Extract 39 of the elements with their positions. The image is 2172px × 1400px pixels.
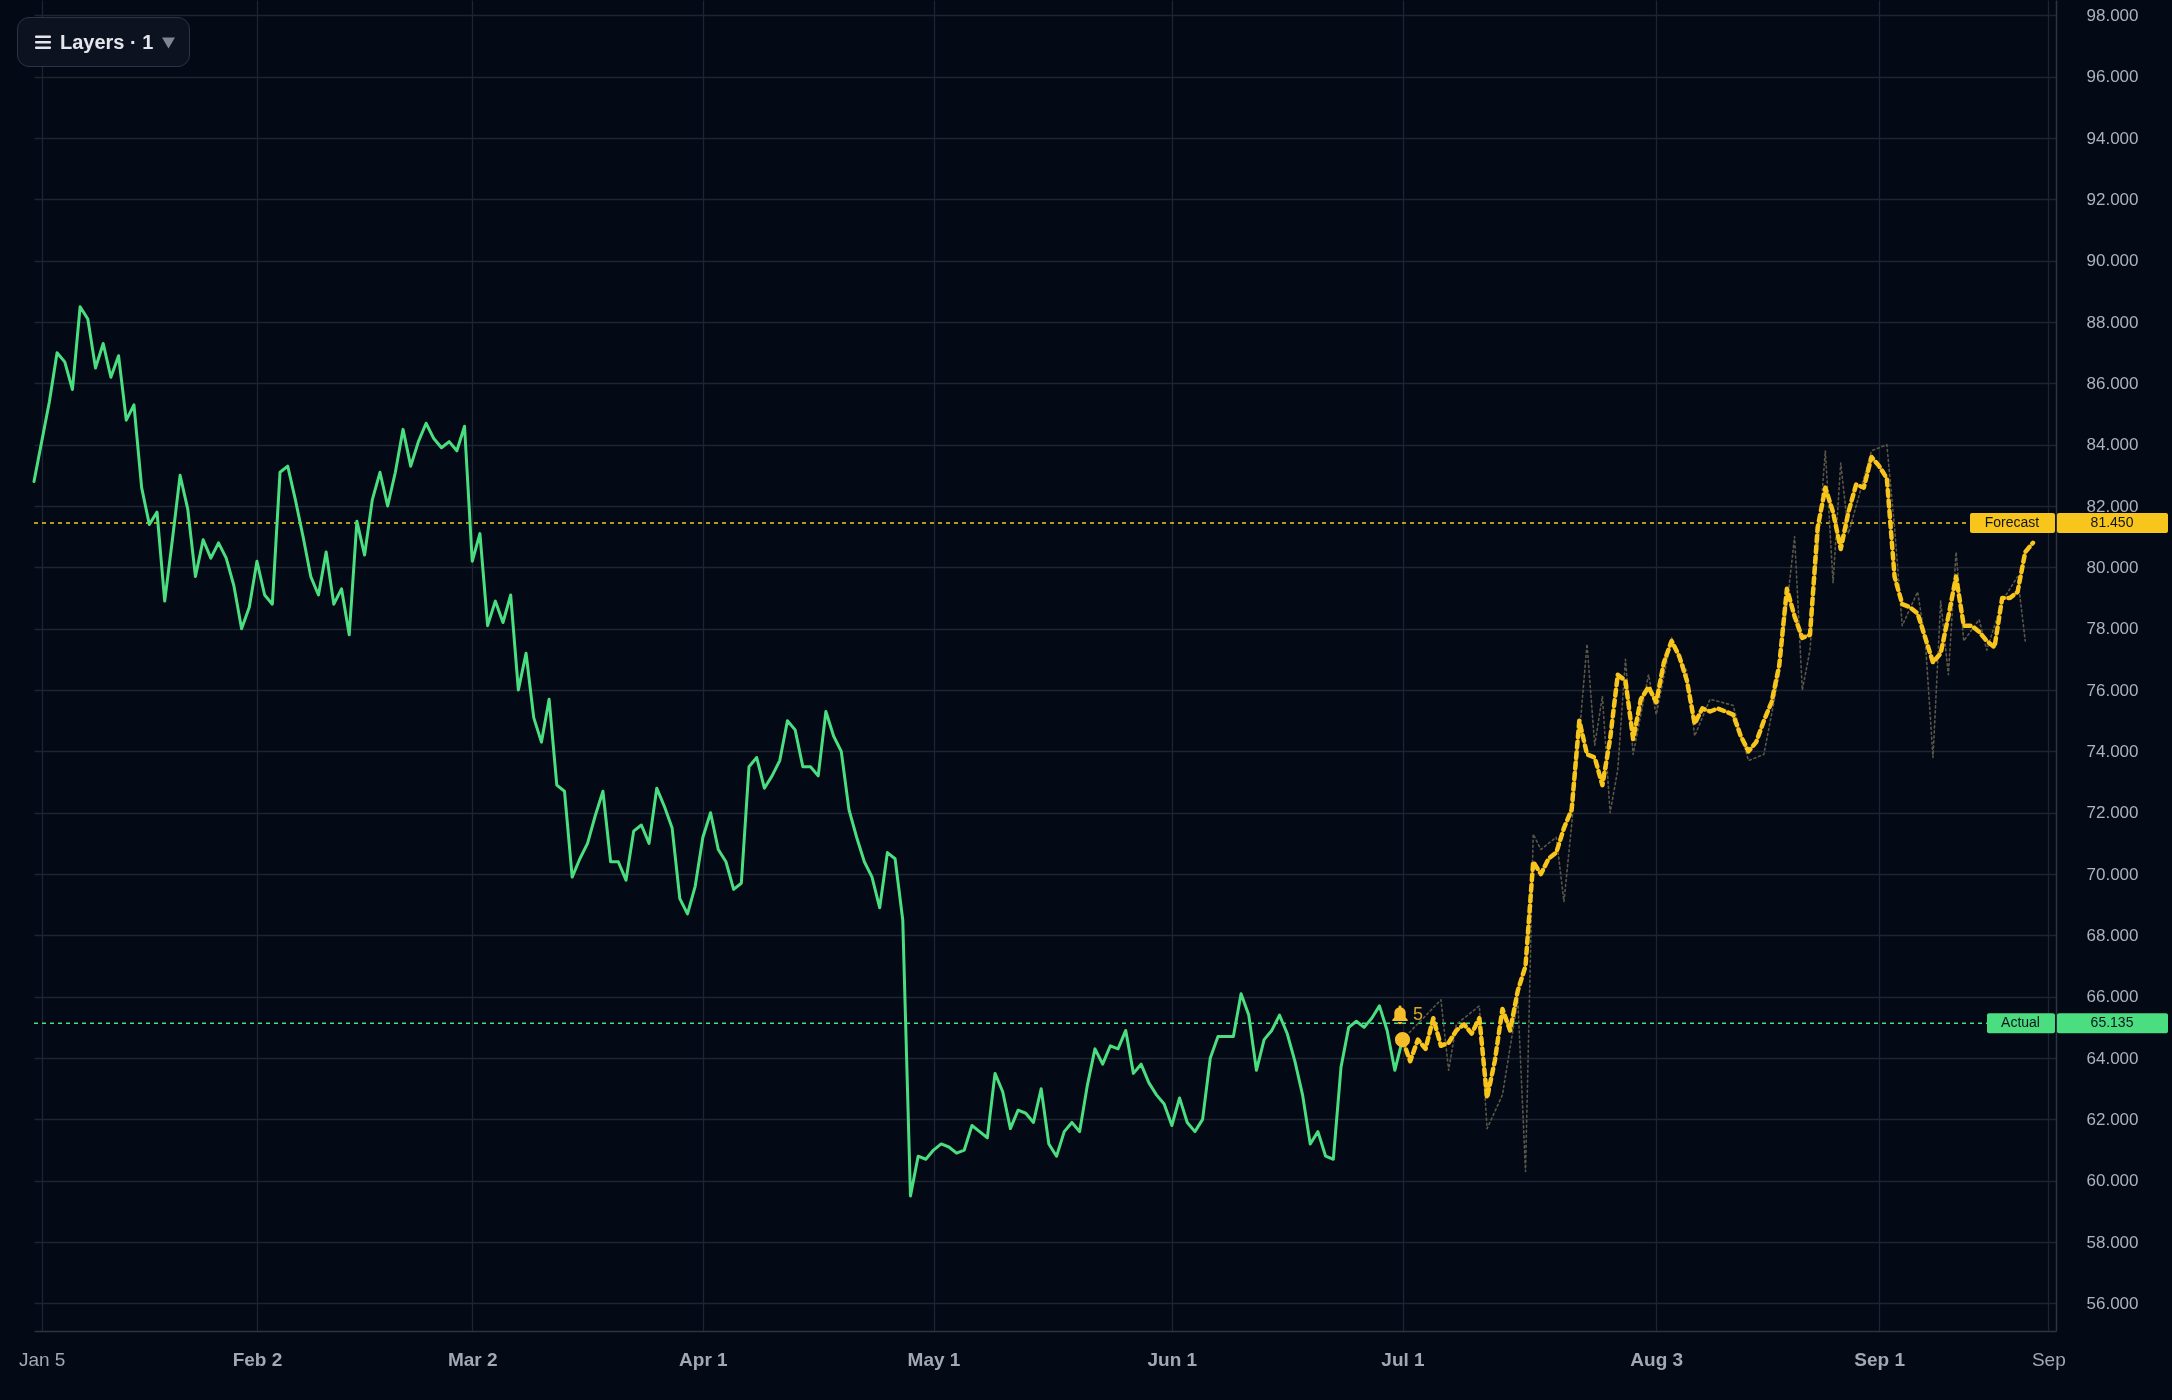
y-tick-label: 84.000 [2086, 435, 2139, 455]
text: 81.450 [2090, 513, 2134, 530]
x-tick-label: Jan 5 [18, 1348, 66, 1370]
x-tick-label: Sep [2031, 1348, 2066, 1370]
x-tick-label: Sep 1 [1854, 1348, 1906, 1370]
y-tick-label: 94.000 [2086, 128, 2139, 148]
y-tick-label: 86.000 [2086, 373, 2139, 393]
y-tick-label: 80.000 [2086, 557, 2139, 577]
text: 65.135 [2090, 1014, 2134, 1031]
x-tick-label: May 1 [907, 1348, 961, 1370]
y-tick-label: 92.000 [2086, 189, 2139, 209]
y-tick-label: 58.000 [2086, 1232, 2139, 1252]
x-tick-label: Jul 1 [1381, 1348, 1426, 1370]
x-tick-label: Feb 2 [232, 1348, 283, 1370]
y-tick-label: 76.000 [2086, 680, 2139, 700]
annotation: 5 [1412, 1004, 1423, 1025]
annotation: Layers · 1 [60, 30, 154, 54]
x-tick-label: Apr 1 [679, 1348, 729, 1370]
y-tick-label: 82.000 [2086, 496, 2139, 516]
x-tick-label: Mar 2 [447, 1348, 498, 1370]
y-tick-label: 90.000 [2086, 251, 2139, 271]
y-tick-label: 64.000 [2086, 1048, 2139, 1068]
y-tick-label: 56.000 [2086, 1293, 2139, 1313]
x-tick-label: Aug 3 [1630, 1348, 1684, 1370]
y-tick-label: 96.000 [2086, 67, 2139, 87]
x-tick-label: Jun 1 [1147, 1348, 1198, 1370]
y-tick-label: 72.000 [2086, 803, 2139, 823]
y-tick-label: 60.000 [2086, 1171, 2139, 1191]
dropdown-button: Layers · 1 [17, 17, 191, 67]
y-tick-label: 74.000 [2086, 741, 2139, 761]
y-tick-label: 88.000 [2086, 312, 2139, 332]
ref-line-label: Actual [2001, 1014, 2040, 1031]
y-tick-label: 68.000 [2086, 925, 2139, 945]
y-tick-label: 66.000 [2086, 987, 2139, 1007]
y-tick-label: 62.000 [2086, 1109, 2139, 1129]
y-tick-label: 98.000 [2086, 5, 2139, 25]
y-tick-label: 78.000 [2086, 619, 2139, 639]
ref-line-label: Forecast [1984, 513, 2040, 530]
y-tick-label: 70.000 [2086, 864, 2139, 884]
